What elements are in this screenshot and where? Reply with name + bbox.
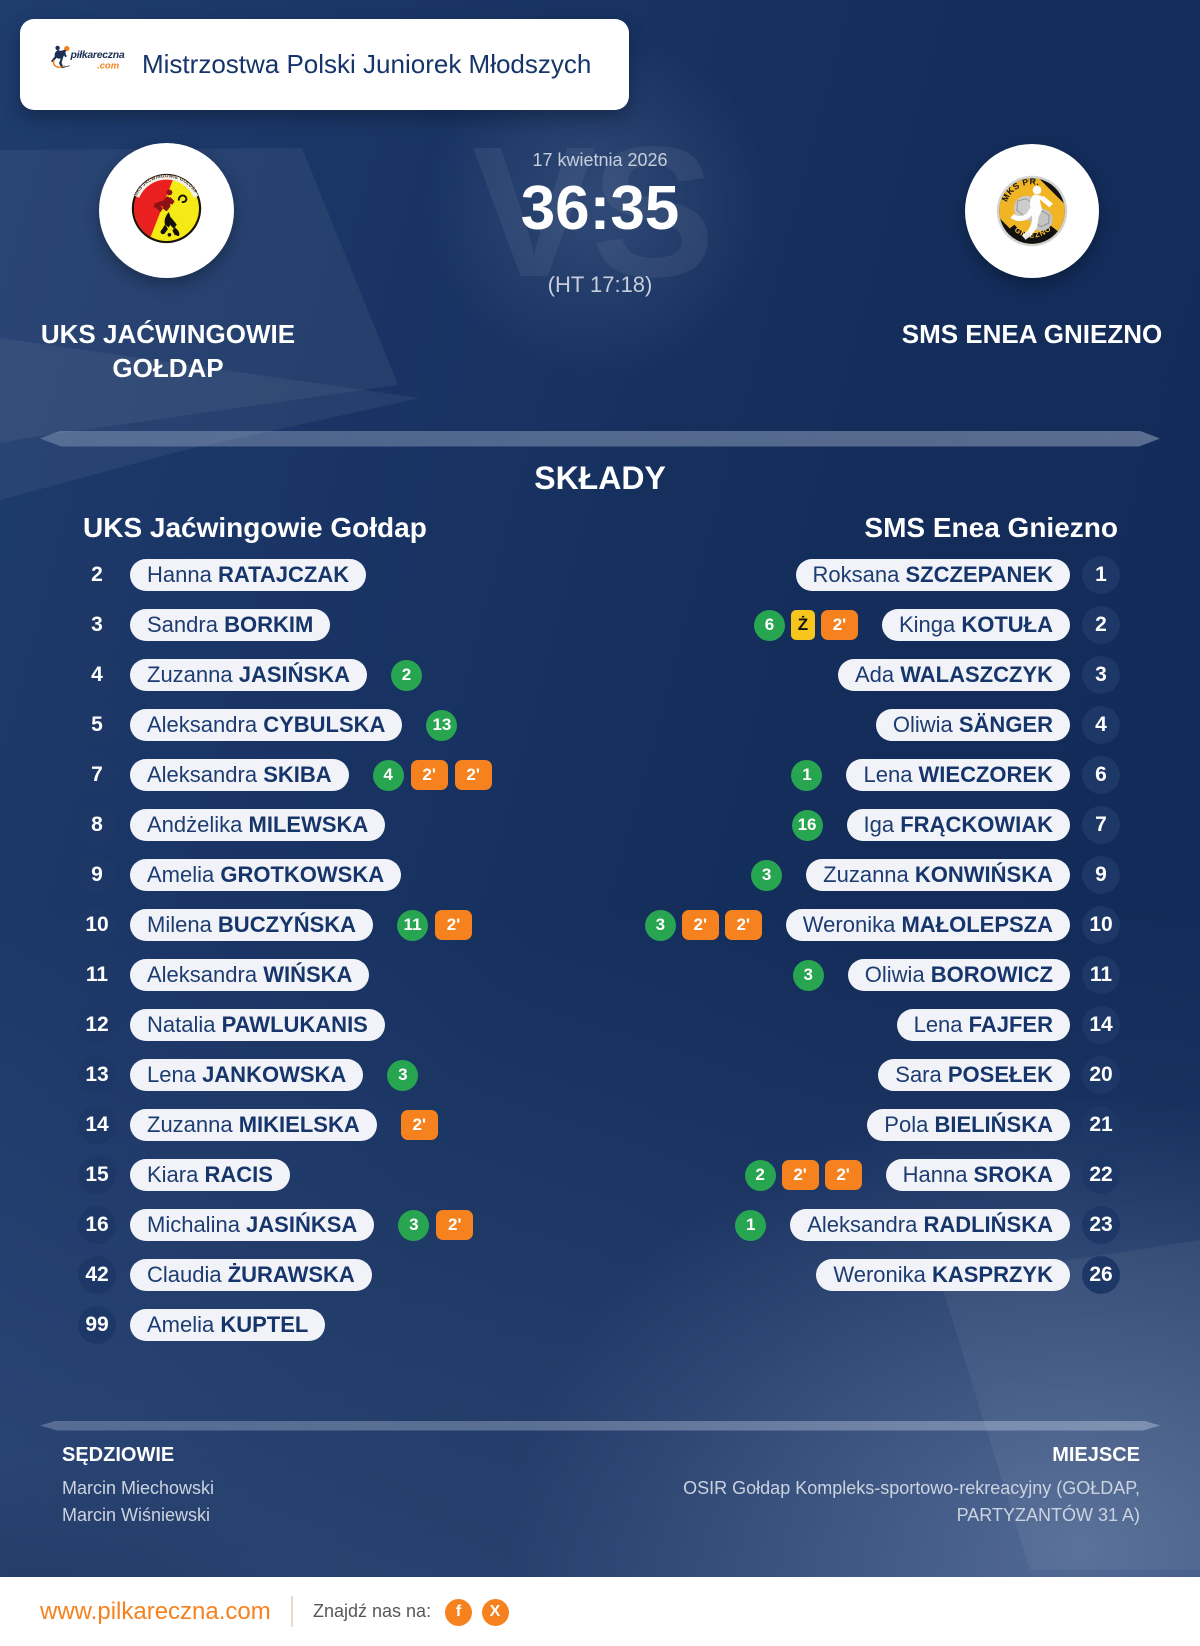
- svg-text:.com: .com: [97, 61, 120, 72]
- svg-text:piłkareczna: piłkareczna: [70, 49, 125, 61]
- svg-text:1981: 1981: [1028, 177, 1037, 182]
